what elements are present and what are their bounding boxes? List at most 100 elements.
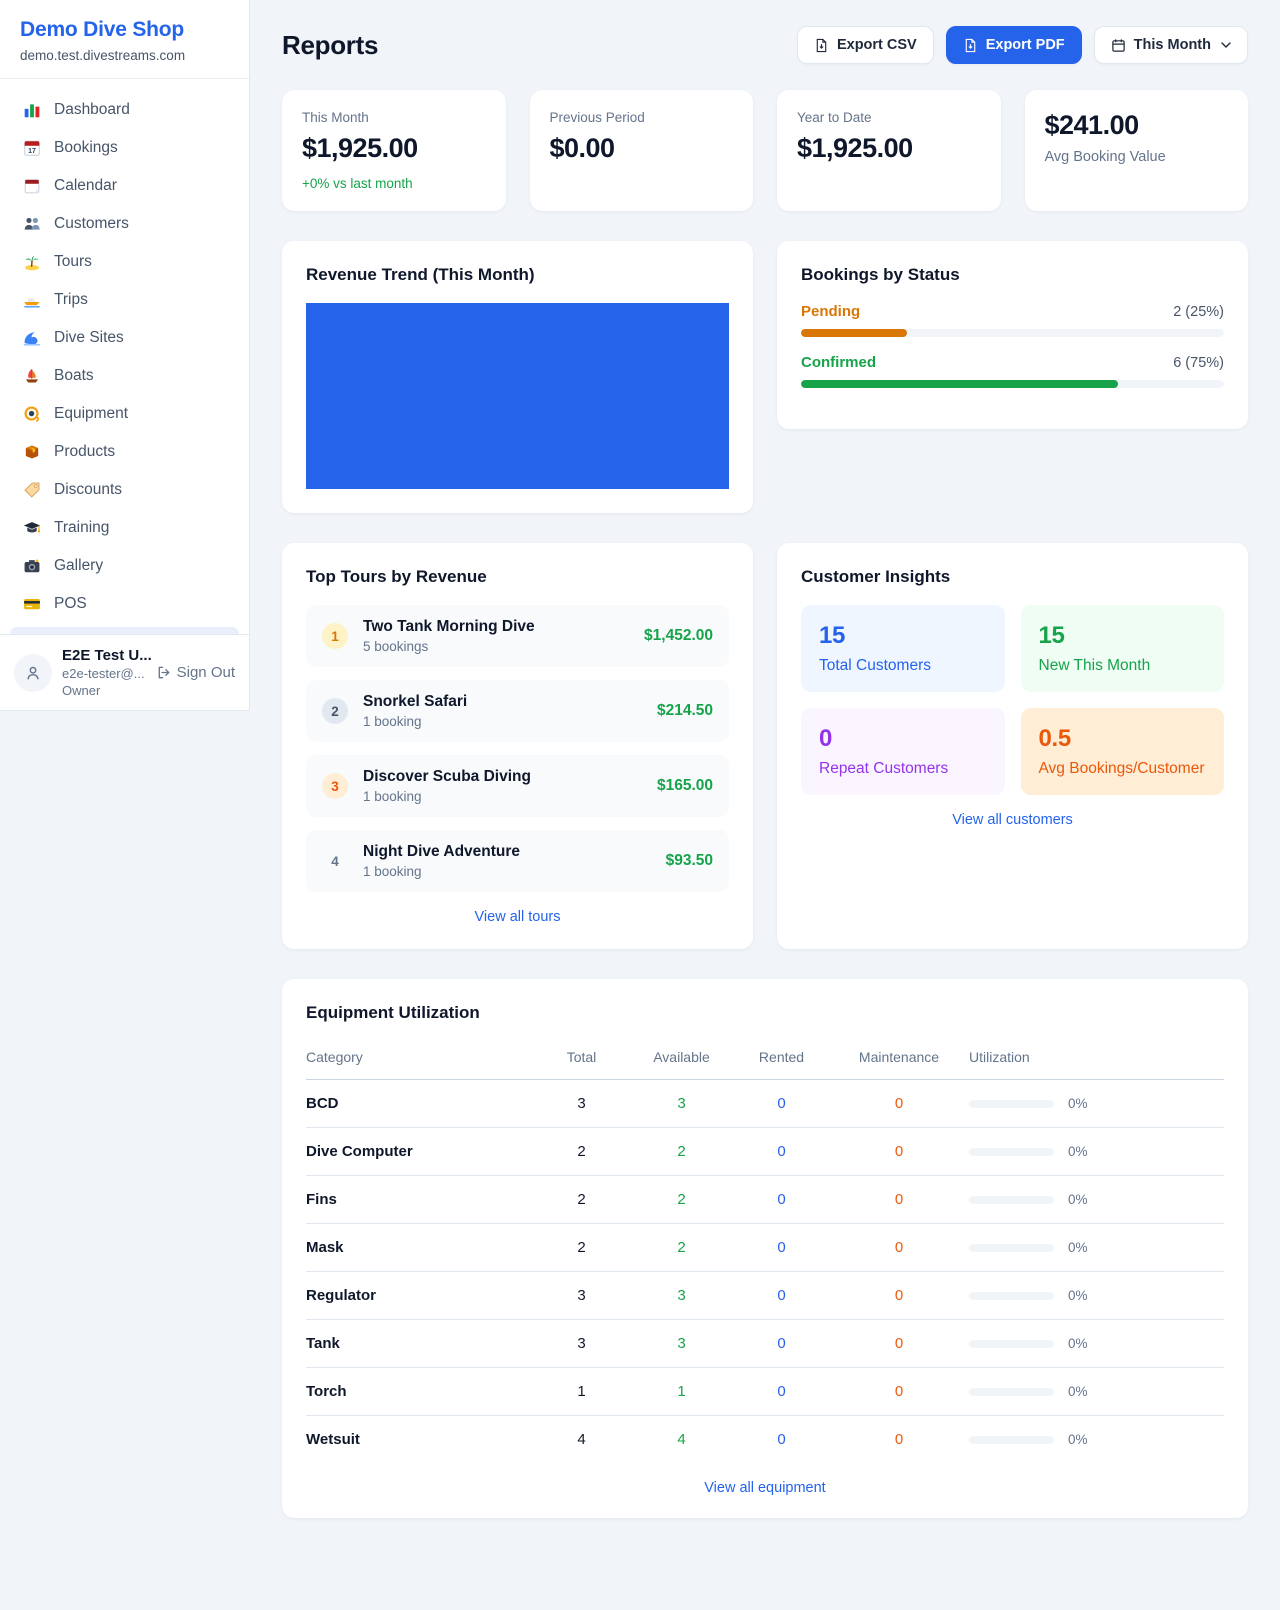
stat-value: $1,925.00 bbox=[797, 133, 913, 163]
sidebar-item-pos[interactable]: POS bbox=[10, 585, 239, 623]
equipment-rented: 0 bbox=[777, 1431, 786, 1448]
bookings-by-status-title: Bookings by Status bbox=[801, 265, 960, 284]
header-actions: Export CSV Export PDF This Month bbox=[796, 26, 1248, 64]
view-all-tours-link[interactable]: View all tours bbox=[474, 909, 561, 925]
equipment-total: 3 bbox=[577, 1287, 586, 1304]
insight-tile-avg-bookings-customer: 0.5 Avg Bookings/Customer bbox=[1020, 708, 1224, 795]
view-all-equipment-link[interactable]: View all equipment bbox=[704, 1480, 826, 1496]
stat-value: $0.00 bbox=[549, 133, 616, 163]
sidebar-item-dashboard[interactable]: Dashboard bbox=[10, 91, 239, 129]
equipment-row: Wetsuit 4 4 0 0 0% bbox=[306, 1416, 1224, 1463]
equipment-available: 2 bbox=[677, 1191, 686, 1208]
insight-tile-new-this-month: 15 New This Month bbox=[1020, 605, 1224, 692]
equipment-maintenance: 0 bbox=[894, 1431, 904, 1448]
tear-calendar-icon bbox=[23, 177, 41, 195]
utilization-track bbox=[969, 1147, 1054, 1156]
column-header-total: Total bbox=[566, 1049, 597, 1065]
sidebar-item-customers[interactable]: Customers bbox=[10, 205, 239, 243]
status-progress-fill bbox=[801, 329, 907, 337]
insight-value: 0.5 bbox=[1038, 725, 1072, 752]
sidebar-item-label: Calendar bbox=[54, 177, 117, 194]
column-header-rented: Rented bbox=[758, 1049, 805, 1065]
sidebar-item-boats[interactable]: Boats bbox=[10, 357, 239, 395]
sign-out-button[interactable]: Sign Out bbox=[156, 664, 235, 681]
sidebar-item-trips[interactable]: Trips bbox=[10, 281, 239, 319]
equipment-available: 3 bbox=[677, 1287, 686, 1304]
sidebar-item-products[interactable]: Products bbox=[10, 433, 239, 471]
sidebar-item-label: Customers bbox=[54, 215, 129, 232]
sidebar-item-dive-sites[interactable]: Dive Sites bbox=[10, 319, 239, 357]
svg-text:17: 17 bbox=[28, 148, 36, 155]
rank-badge: 4 bbox=[331, 853, 339, 869]
sidebar-item-label: Tours bbox=[54, 253, 92, 270]
export-pdf-button[interactable]: Export PDF bbox=[945, 26, 1082, 64]
equipment-row: Torch 1 1 0 0 0% bbox=[306, 1368, 1224, 1416]
insight-value: 15 bbox=[1038, 622, 1065, 649]
user-info: E2E Test U... e2e-tester@... Owner bbox=[62, 647, 156, 698]
user-name: E2E Test U... bbox=[62, 647, 152, 664]
stat-value: $241.00 bbox=[1044, 110, 1140, 140]
rank-badge: 1 bbox=[322, 623, 348, 649]
export-csv-button[interactable]: Export CSV bbox=[796, 26, 934, 64]
sidebar-item-gallery[interactable]: Gallery bbox=[10, 547, 239, 585]
column-header-maintenance: Maintenance bbox=[858, 1049, 940, 1065]
equipment-available: 3 bbox=[677, 1335, 686, 1352]
tour-name: Snorkel Safari bbox=[363, 693, 468, 710]
utilization-percent: 0% bbox=[1068, 1240, 1088, 1255]
tour-revenue: $165.00 bbox=[656, 777, 713, 794]
people-icon bbox=[23, 215, 41, 233]
equipment-category: BCD bbox=[306, 1095, 339, 1112]
stat-value: $1,925.00 bbox=[302, 133, 418, 163]
sidebar-item-calendar[interactable]: Calendar bbox=[10, 167, 239, 205]
equipment-available: 2 bbox=[677, 1239, 686, 1256]
utilization-track bbox=[969, 1195, 1054, 1204]
package-icon bbox=[23, 443, 41, 461]
utilization-percent: 0% bbox=[1068, 1192, 1088, 1207]
avatar bbox=[14, 653, 52, 692]
brand-domain: demo.test.divestreams.com bbox=[20, 48, 186, 63]
equipment-total: 2 bbox=[577, 1191, 586, 1208]
equipment-maintenance: 0 bbox=[894, 1383, 904, 1400]
revenue-trend-bar bbox=[306, 303, 729, 489]
user-email: e2e-tester@... bbox=[62, 666, 145, 681]
tour-name: Two Tank Morning Dive bbox=[363, 618, 535, 635]
bookings-by-status-card: Bookings by Status Pending 2 (25%) Confi… bbox=[777, 241, 1248, 429]
sidebar-item-label: Discounts bbox=[54, 481, 123, 498]
sidebar-item-reports-partial[interactable] bbox=[10, 627, 239, 634]
tour-bookings: 1 booking bbox=[363, 789, 422, 804]
equipment-row: Fins 2 2 0 0 0% bbox=[306, 1176, 1224, 1224]
tag-icon bbox=[23, 481, 41, 499]
brand-name: Demo Dive Shop bbox=[20, 18, 185, 41]
sidebar-item-equipment[interactable]: Equipment bbox=[10, 395, 239, 433]
utilization-percent: 0% bbox=[1068, 1336, 1088, 1351]
sidebar-item-bookings[interactable]: 17 Bookings bbox=[10, 129, 239, 167]
equipment-category: Dive Computer bbox=[306, 1143, 413, 1160]
tour-name: Night Dive Adventure bbox=[363, 843, 521, 860]
equipment-table-body: BCD 3 3 0 0 0% Dive Computer 2 2 0 0 0% … bbox=[306, 1080, 1224, 1463]
status-progress-track bbox=[801, 380, 1224, 388]
palm-island-icon bbox=[23, 253, 41, 271]
stat-card-0: This Month $1,925.00 +0% vs last month bbox=[282, 90, 506, 211]
sidebar-item-tours[interactable]: Tours bbox=[10, 243, 239, 281]
sign-out-label: Sign Out bbox=[176, 664, 235, 681]
utilization-track bbox=[969, 1243, 1054, 1252]
period-dropdown[interactable]: This Month bbox=[1093, 26, 1248, 64]
stat-label: Avg Booking Value bbox=[1044, 149, 1166, 165]
status-list: Pending 2 (25%) Confirmed 6 (75%) bbox=[801, 303, 1224, 388]
stat-card-3: $241.00 Avg Booking Value bbox=[1024, 90, 1248, 211]
sidebar-item-discounts[interactable]: Discounts bbox=[10, 471, 239, 509]
sidebar-nav: Dashboard 17 Bookings Calendar Customers… bbox=[0, 79, 249, 623]
sidebar-item-training[interactable]: Training bbox=[10, 509, 239, 547]
utilization-percent: 0% bbox=[1068, 1096, 1088, 1111]
dive-mask-icon bbox=[23, 405, 41, 423]
column-header-utilization: Utilization bbox=[969, 1049, 1030, 1065]
utilization-percent: 0% bbox=[1068, 1384, 1088, 1399]
person-icon bbox=[27, 666, 39, 679]
utilization-percent: 0% bbox=[1068, 1288, 1088, 1303]
status-progress-track bbox=[801, 329, 1224, 337]
period-label: This Month bbox=[1133, 37, 1211, 53]
equipment-maintenance: 0 bbox=[894, 1191, 904, 1208]
equipment-table-header: Category Total Available Rented Maintenance U… bbox=[306, 1041, 1224, 1080]
view-all-customers-link[interactable]: View all customers bbox=[952, 812, 1073, 828]
insight-tile-repeat-customers: 0 Repeat Customers bbox=[801, 708, 1005, 795]
